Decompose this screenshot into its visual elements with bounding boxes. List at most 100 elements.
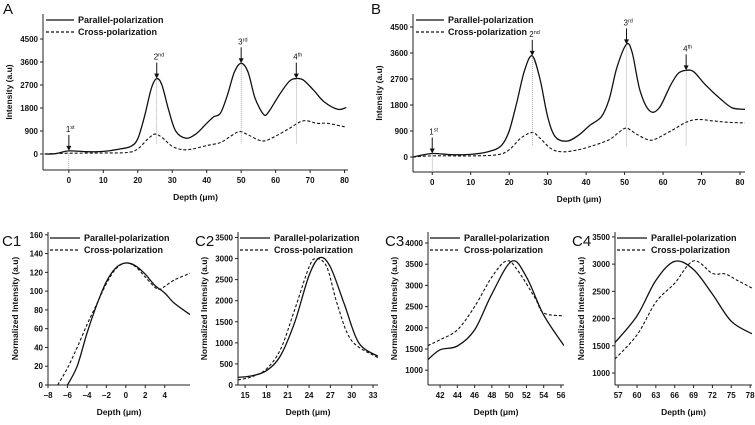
- y-tick-label: 160: [30, 231, 44, 240]
- peak-number: 3: [238, 37, 243, 46]
- x-tick-label: 80: [736, 178, 745, 187]
- panel-b: B 0 10 20 30 40 50 60 70 80 0 900 1800 2700 3600 4500 De…: [371, 1, 745, 204]
- x-tick-label: 24: [305, 391, 314, 400]
- peak-number: 4: [683, 44, 688, 53]
- x-axis-label: Depth (μm): [286, 407, 331, 417]
- panel-c3: C3 42 44 46 48 50 52 54 56 1000 1500 2000 2500 3000 35…: [385, 232, 566, 417]
- x-tick-label: 30: [543, 178, 552, 187]
- peak-number: 1: [429, 128, 434, 137]
- legend-label: Parallel-polarization: [84, 233, 170, 243]
- peak-number: 3: [624, 18, 629, 27]
- panel-c4: C4 57 60 63 66 69 72 75 78 1000 1500 2000 2500 3000 35…: [572, 232, 755, 417]
- arrow-head-icon: [154, 73, 160, 79]
- peak-suffix: th: [298, 53, 303, 59]
- x-tick-label: 4: [162, 391, 167, 400]
- y-tick-label: 3000: [592, 260, 610, 269]
- y-tick-label: 3000: [215, 255, 233, 264]
- x-axis-label: Depth (μm): [173, 192, 218, 202]
- x-tick-label: 70: [306, 176, 315, 185]
- x-tick-label: 42: [436, 391, 445, 400]
- legend-label: Parallel-polarization: [464, 233, 550, 243]
- peak-suffix: nd: [158, 53, 164, 59]
- y-tick-label: 3600: [390, 49, 408, 58]
- legend-label: Cross-polarization: [651, 245, 730, 255]
- y-tick-label: 3500: [405, 260, 423, 269]
- arrow-head-icon: [238, 58, 244, 64]
- x-tick-label: 69: [689, 391, 698, 400]
- arrow-head-icon: [293, 73, 299, 79]
- peak-suffix: st: [434, 128, 439, 134]
- peak-suffix: nd: [534, 30, 540, 36]
- peak-number: 2: [154, 53, 159, 62]
- panel-label: C3: [385, 233, 404, 250]
- arrow-head-icon: [66, 145, 72, 151]
- y-tick-label: 0: [229, 381, 234, 390]
- x-tick-label: 60: [633, 391, 642, 400]
- y-tick-label: 1500: [592, 342, 610, 351]
- peak-label: 3rd: [238, 37, 247, 46]
- y-axis-label: Intensity (a.u): [374, 65, 384, 120]
- x-tick-label: 10: [99, 176, 108, 185]
- arrow-head-icon: [529, 50, 535, 56]
- y-tick-label: 0: [39, 381, 44, 390]
- panel-label: B: [371, 1, 381, 18]
- y-tick-label: 1500: [215, 318, 233, 327]
- peak-label: 2nd: [154, 53, 165, 62]
- x-tick-label: −2: [102, 391, 112, 400]
- x-tick-label: 72: [708, 391, 717, 400]
- y-tick-label: 0: [404, 153, 409, 162]
- y-tick-label: 2000: [592, 315, 610, 324]
- x-tick-label: 18: [262, 391, 271, 400]
- arrow-head-icon: [429, 148, 435, 154]
- x-tick-label: 40: [202, 176, 211, 185]
- legend-label: Cross-polarization: [274, 245, 353, 255]
- y-tick-label: 4500: [390, 23, 408, 32]
- y-tick-label: 2000: [215, 297, 233, 306]
- y-tick-label: 2000: [405, 324, 423, 333]
- x-tick-label: 20: [133, 176, 142, 185]
- series-line-parallel: [44, 62, 347, 155]
- x-tick-label: 0: [124, 391, 129, 400]
- x-tick-label: −4: [82, 391, 92, 400]
- peak-suffix: st: [70, 125, 75, 131]
- x-tick-label: 44: [453, 391, 462, 400]
- x-axis-label: Depth (μm): [557, 194, 602, 204]
- y-axis-label: Normalized Intensity (a.u): [10, 257, 20, 361]
- x-tick-label: 27: [326, 391, 335, 400]
- x-tick-label: 75: [727, 391, 736, 400]
- x-tick-label: 30: [168, 176, 177, 185]
- y-tick-label: 3600: [20, 58, 38, 67]
- x-tick-label: 46: [470, 391, 479, 400]
- x-tick-label: 70: [697, 178, 706, 187]
- y-tick-label: 1000: [215, 339, 233, 348]
- peak-label: 4th: [293, 53, 302, 62]
- x-tick-label: 40: [582, 178, 591, 187]
- peak-suffix: rd: [628, 18, 633, 24]
- peak-label: 2nd: [529, 30, 540, 39]
- y-tick-label: 20: [34, 362, 43, 371]
- legend-label: Parallel-polarization: [78, 15, 164, 25]
- series-line-parallel: [428, 260, 564, 361]
- x-tick-label: 80: [340, 176, 349, 185]
- y-tick-label: 2500: [215, 276, 233, 285]
- panel-label: A: [3, 1, 13, 18]
- panel-a: A 0 10 20 30 40 50 60 70 80 0 900 1800 2700 3600 4500 De…: [3, 1, 350, 202]
- x-tick-label: −8: [43, 391, 53, 400]
- legend-label: Parallel-polarization: [651, 233, 737, 243]
- peak-label: 1st: [429, 128, 438, 137]
- legend-label: Cross-polarization: [84, 245, 163, 255]
- x-tick-label: 0: [430, 178, 435, 187]
- series-line-cross: [615, 260, 752, 360]
- peak-label: 4th: [683, 44, 692, 53]
- series-line-parallel: [238, 256, 378, 379]
- y-tick-label: 3000: [405, 281, 423, 290]
- y-tick-label: 60: [34, 325, 43, 334]
- y-tick-label: 4500: [20, 35, 38, 44]
- series-line-cross: [57, 262, 190, 385]
- y-tick-label: 3500: [215, 233, 233, 242]
- y-tick-label: 40: [34, 343, 43, 352]
- y-tick-label: 1000: [405, 366, 423, 375]
- peak-suffix: th: [688, 44, 693, 50]
- peak-suffix: rd: [243, 37, 248, 43]
